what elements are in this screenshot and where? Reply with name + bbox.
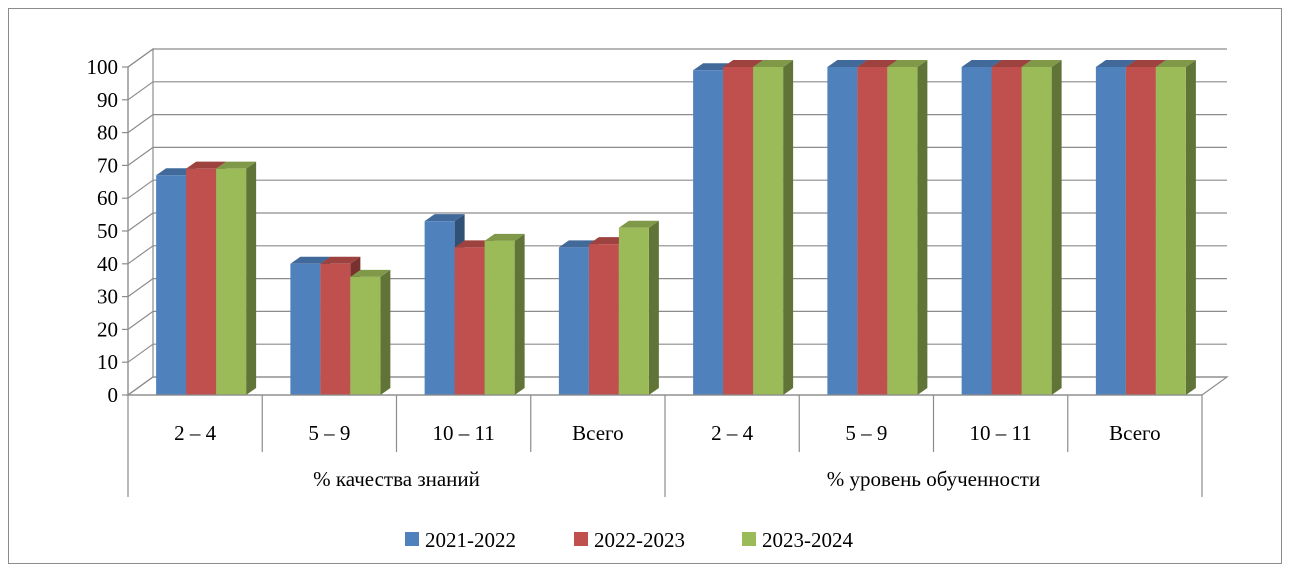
legend-label-1: 2022-2023 [594,528,685,552]
y-tick-label-40: 40 [97,252,118,276]
legend-label-2: 2023-2024 [762,528,853,552]
bar-2023-2024-4 [753,60,794,395]
y-tick-label-20: 20 [97,317,118,341]
bar-2023-2024-3 [618,220,659,395]
category-label-2: 10 – 11 [433,421,495,445]
category-label-4: 2 – 4 [711,421,754,445]
category-label-1: 5 – 9 [308,421,350,445]
bar-2023-2024-7 [1155,60,1196,395]
category-label-7: Всего [1109,421,1161,445]
legend-label-0: 2021-2022 [425,528,516,552]
category-label-3: Всего [572,421,624,445]
bar-2023-2024-1 [350,269,391,395]
category-label-5: 5 – 9 [845,421,887,445]
y-tick-label-0: 0 [108,383,119,407]
gridline-100 [127,48,1227,68]
gridline-80 [127,113,1227,134]
y-tick-label-100: 100 [87,55,119,79]
legend-swatch-2 [742,532,756,546]
y-tick-label-50: 50 [97,219,118,243]
category-label-6: 10 – 11 [970,421,1032,445]
group-label-1: % уровень обученности [827,467,1040,491]
gridline-50 [127,212,1227,232]
bar-2023-2024-6 [1021,60,1062,395]
y-tick-label-80: 80 [97,121,118,145]
y-tick-label-30: 30 [97,285,118,309]
legend-swatch-0 [405,532,419,546]
gridline-40 [127,245,1227,265]
gridline-60 [127,179,1227,199]
bar-2022-2023-3 [588,237,629,395]
y-tick-label-60: 60 [97,186,118,210]
legend-swatch-1 [574,532,588,546]
y-tick-label-70: 70 [97,153,118,177]
gridline-90 [127,81,1227,101]
y-tick-label-90: 90 [97,88,118,112]
category-label-0: 2 – 4 [174,421,217,445]
gridline-70 [127,146,1227,166]
bar-2023-2024-0 [216,161,257,395]
group-label-0: % качества знаний [313,467,480,491]
bar-2023-2024-2 [484,233,525,395]
y-tick-label-10: 10 [97,350,118,374]
bar-2023-2024-5 [887,60,928,395]
